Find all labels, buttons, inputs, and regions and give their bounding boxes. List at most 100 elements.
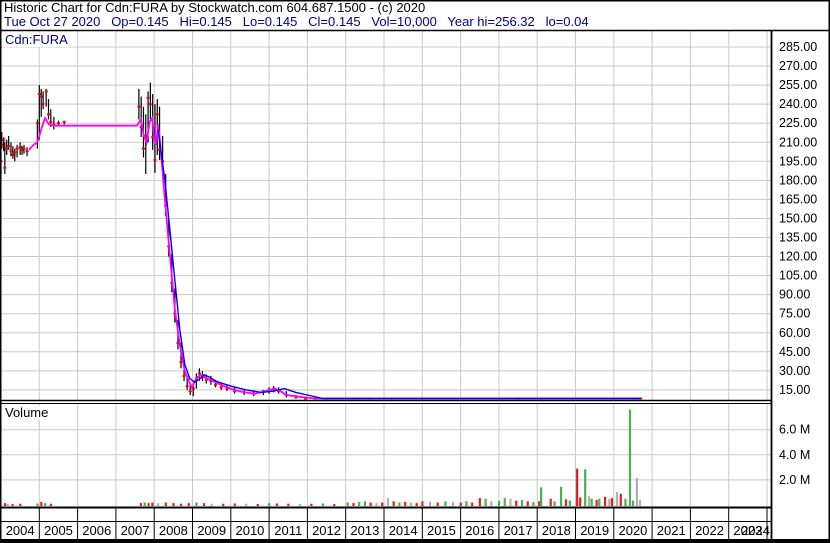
candle-close-dot xyxy=(11,153,15,156)
year-label: 2020 xyxy=(618,523,647,538)
volume-bar xyxy=(603,496,607,506)
volume-bar xyxy=(11,503,14,506)
price-tick-label: 285.00 xyxy=(779,40,817,54)
price-tick-label: 210.00 xyxy=(779,135,817,149)
volume-bar xyxy=(587,496,591,506)
candle-close-dot xyxy=(25,150,29,153)
volume-label: Volume xyxy=(3,405,51,420)
candle-close-dot xyxy=(182,374,186,377)
volume-bar xyxy=(615,491,619,506)
candle-close-dot xyxy=(3,166,7,169)
price-tick-label: 90.00 xyxy=(779,288,810,302)
candle-close-dot xyxy=(13,151,17,154)
volume-bar xyxy=(590,498,593,506)
volume-bar xyxy=(490,501,493,506)
volume-bar xyxy=(363,501,367,506)
price-tick-label: 255.00 xyxy=(779,78,817,92)
candle-close-dot xyxy=(179,360,183,363)
volume-bar xyxy=(610,498,614,506)
volume-bar xyxy=(484,498,487,506)
volume-bar xyxy=(268,503,271,506)
volume-bar xyxy=(386,498,390,506)
volume-bar xyxy=(515,500,518,506)
candle-close-dot xyxy=(18,146,22,149)
volume-bar xyxy=(245,503,248,506)
volume-bar xyxy=(538,501,541,506)
year-label: 2012 xyxy=(312,523,341,538)
volume-bar xyxy=(553,501,556,506)
bottom-border-band xyxy=(0,539,830,543)
volume-bar xyxy=(19,503,22,506)
candle-close-dot xyxy=(185,385,189,388)
volume-bar xyxy=(172,503,175,506)
price-tick-label: 105.00 xyxy=(779,269,817,283)
volume-bar xyxy=(6,503,9,506)
price-tick-label: 15.00 xyxy=(779,383,810,397)
year-label: 2006 xyxy=(82,523,111,538)
price-tick-label: 270.00 xyxy=(779,59,817,73)
volume-bar xyxy=(381,502,384,506)
volume-bar xyxy=(375,503,378,506)
volume-bar xyxy=(275,503,278,506)
candle-close-dot xyxy=(39,95,43,98)
volume-bar xyxy=(346,502,349,506)
volume-bar xyxy=(532,501,535,506)
candle-close-dot xyxy=(219,386,223,389)
volume-bar xyxy=(451,501,455,506)
candle-close-dot xyxy=(35,122,39,125)
volume-bar xyxy=(595,499,598,506)
volume-bar xyxy=(428,501,432,506)
volume-bar xyxy=(497,500,501,506)
chart-title: Historic Chart for Cdn:FURA by Stockwatc… xyxy=(4,0,426,15)
year-label: 2010 xyxy=(235,523,264,538)
volume-bar xyxy=(321,503,324,506)
volume-bar xyxy=(509,498,512,506)
year-label: 2005 xyxy=(44,523,73,538)
volume-bar xyxy=(256,503,259,506)
volume-bar xyxy=(526,501,529,506)
volume-bar xyxy=(369,502,372,506)
volume-tick-label: 4.0 M xyxy=(779,448,810,462)
candle-close-dot xyxy=(225,387,229,390)
volume-bar xyxy=(409,502,413,506)
year-label: 2016 xyxy=(465,523,494,538)
price-tick-label: 165.00 xyxy=(779,192,817,206)
candle-close-dot xyxy=(22,147,26,150)
volume-bar xyxy=(568,500,571,506)
price-tick-label: 240.00 xyxy=(779,97,817,111)
candle-close-dot xyxy=(191,387,195,390)
symbol-label: Cdn:FURA xyxy=(3,32,70,47)
volume-bar xyxy=(624,498,627,506)
volume-bar xyxy=(549,498,552,506)
candle-close-dot xyxy=(2,138,6,141)
volume-bar xyxy=(352,503,355,506)
candle-close-dot xyxy=(139,126,143,129)
volume-bar xyxy=(631,500,635,506)
year-label: 2015 xyxy=(427,523,456,538)
year-label: 2007 xyxy=(121,523,150,538)
candle-close-dot xyxy=(49,120,53,123)
volume-bar xyxy=(638,499,642,506)
candle-close-dot xyxy=(5,147,9,150)
volume-bar xyxy=(635,478,638,506)
volume-bar xyxy=(358,501,361,506)
candle-close-dot xyxy=(233,390,237,393)
candle-close-dot xyxy=(9,150,13,153)
volume-bar xyxy=(559,486,563,506)
quote-line: Tue Oct 27 2020 Op=0.145 Hi=0.145 Lo=0.1… xyxy=(4,14,589,29)
price-tick-label: 75.00 xyxy=(779,307,810,321)
candle-close-dot xyxy=(213,383,217,386)
year-label: 2017 xyxy=(504,523,533,538)
volume-bar xyxy=(598,498,601,506)
volume-bar xyxy=(444,501,447,506)
volume-bar xyxy=(310,503,313,506)
volume-bar xyxy=(222,503,225,506)
candle-close-dot xyxy=(639,397,643,400)
price-tick-label: 60.00 xyxy=(779,326,810,340)
volume-bar xyxy=(36,503,39,506)
candle-close-dot xyxy=(176,341,180,344)
ma-slow-line xyxy=(157,129,641,400)
volume-bar xyxy=(398,502,401,506)
